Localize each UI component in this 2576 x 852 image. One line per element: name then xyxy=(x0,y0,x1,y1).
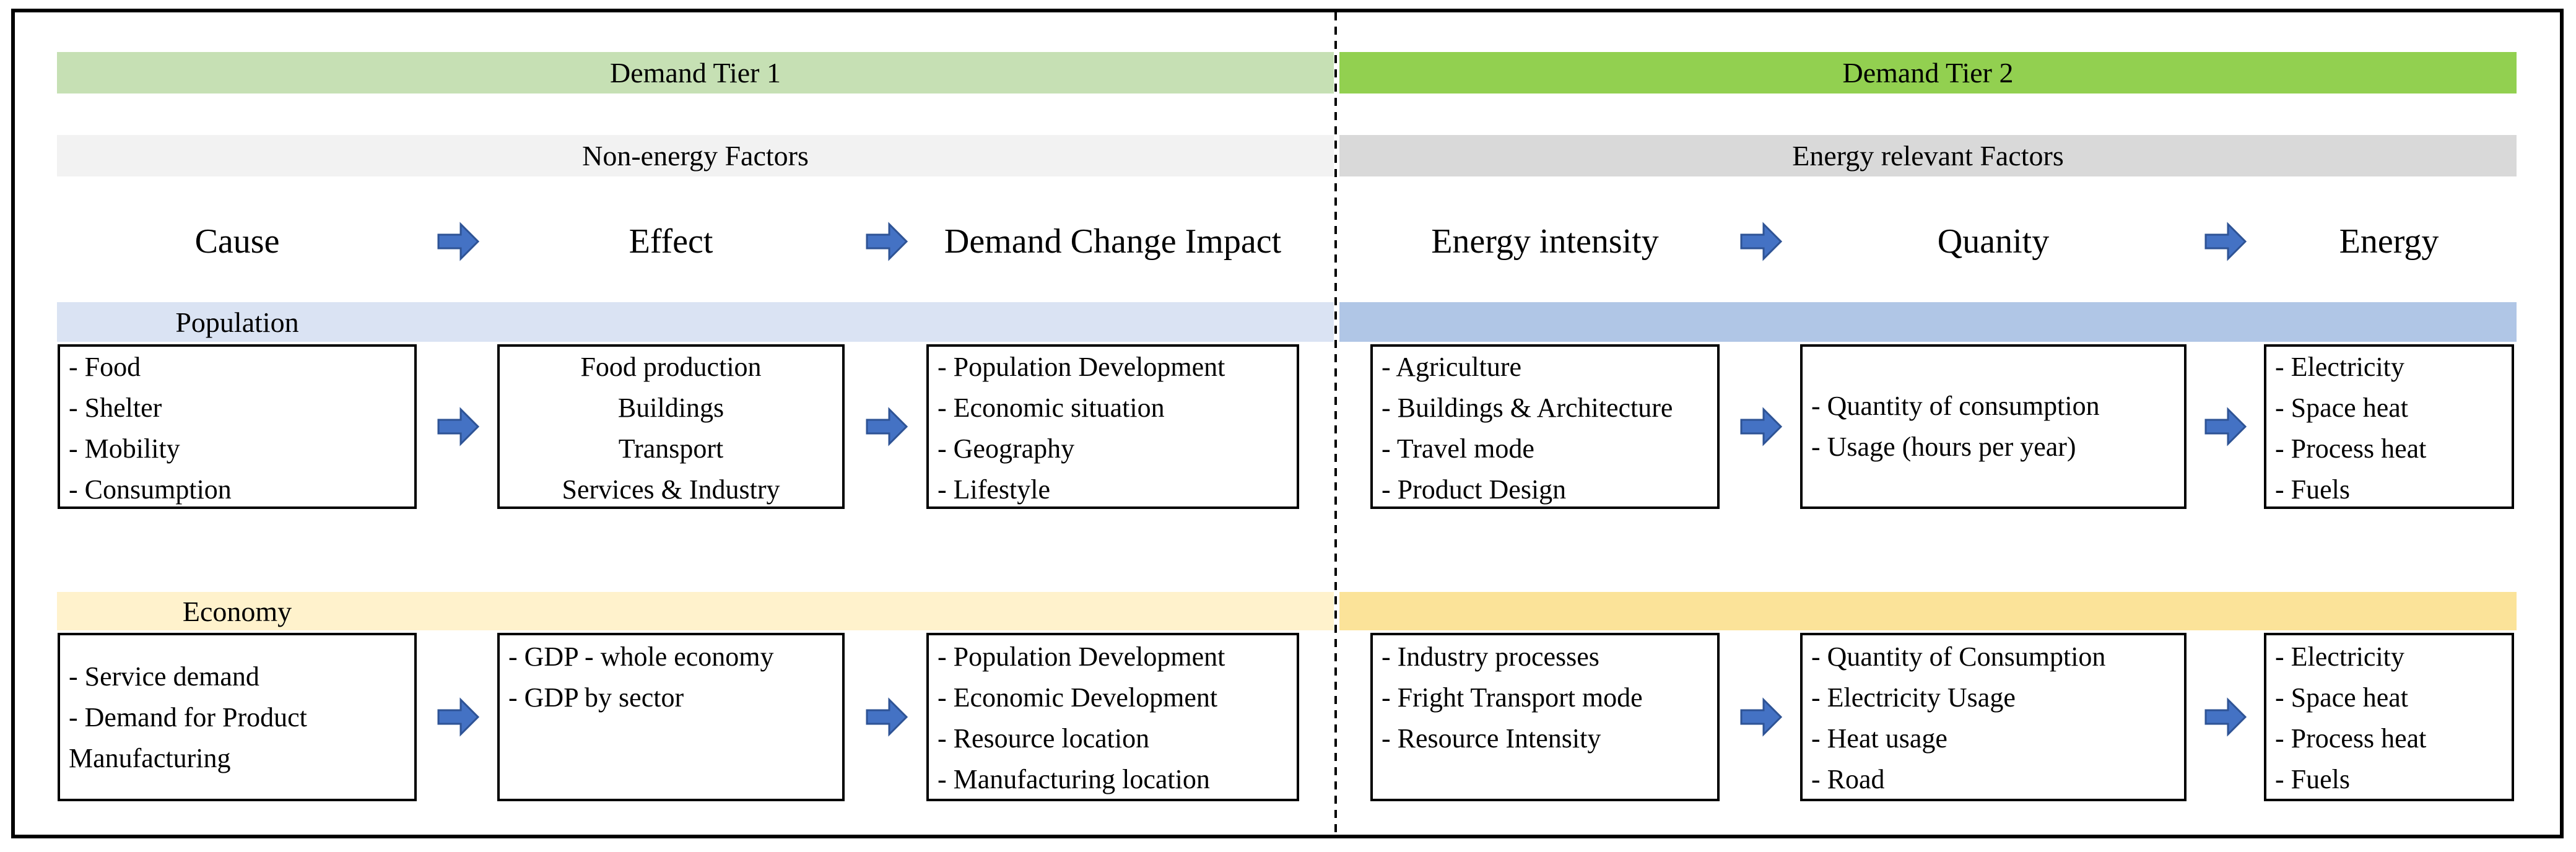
box-line: - Process heat xyxy=(2275,723,2427,754)
box-line: - Electricity xyxy=(2275,641,2404,672)
figure-border xyxy=(11,9,2564,838)
box-line: - Resource Intensity xyxy=(1382,723,1601,754)
box-line: - Road xyxy=(1811,764,1885,794)
box-line: Transport xyxy=(618,433,724,464)
population-band-right xyxy=(1339,302,2517,342)
economy-row-label: Economy xyxy=(182,595,292,627)
arrow-right-icon xyxy=(1740,222,1783,261)
tier-divider-dashed-line xyxy=(1334,12,1337,836)
arrow-right-icon xyxy=(866,697,908,737)
box-line: - Electricity Usage xyxy=(1811,682,2016,713)
demand-change-impact-box-economy: - Population Development - Economic Deve… xyxy=(926,633,1299,801)
non-energy-factors-label: Non-energy Factors xyxy=(582,140,809,172)
demand-tier-1-band: Demand Tier 1 xyxy=(57,52,1334,93)
population-row-label: Population xyxy=(175,306,299,338)
box-line: - GDP by sector xyxy=(508,682,684,713)
box-line: - Population Development xyxy=(938,352,1225,382)
box-line: - Fuels xyxy=(2275,474,2350,505)
effect-box-population: Food production Buildings Transport Serv… xyxy=(497,344,845,509)
economy-band-left xyxy=(57,592,1334,630)
demand-tier-1-label: Demand Tier 1 xyxy=(610,57,781,89)
box-line: - Usage (hours per year) xyxy=(1811,432,2076,462)
box-line: - Fuels xyxy=(2275,764,2350,794)
arrow-right-icon xyxy=(437,407,480,446)
box-line: - Manufacturing location xyxy=(938,764,1210,794)
arrow-right-icon xyxy=(437,697,480,737)
box-line: - Buildings & Architecture xyxy=(1382,393,1673,423)
box-line: - Demand for Product xyxy=(69,702,307,732)
box-line: - Fright Transport mode xyxy=(1382,682,1643,713)
arrow-right-icon xyxy=(866,222,908,261)
column-header-quanity: Quanity xyxy=(1937,222,2050,261)
column-header-energy: Energy xyxy=(2339,222,2439,261)
arrow-right-icon xyxy=(1740,697,1783,737)
arrow-right-icon xyxy=(2204,697,2247,737)
arrow-right-icon xyxy=(1740,407,1783,446)
cause-box-population: - Food - Shelter - Mobility - Consumptio… xyxy=(58,344,417,509)
non-energy-factors-band: Non-energy Factors xyxy=(57,135,1334,176)
box-line: - GDP - whole economy xyxy=(508,641,774,672)
effect-box-economy: - GDP - whole economy - GDP by sector xyxy=(497,633,845,801)
economy-band-right xyxy=(1339,592,2517,630)
population-band-left xyxy=(57,302,1334,342)
box-line: - Process heat xyxy=(2275,433,2427,464)
box-line: - Heat usage xyxy=(1811,723,1947,754)
energy-box-economy: - Electricity - Space heat - Process hea… xyxy=(2264,633,2514,801)
box-line: Food production xyxy=(580,352,762,382)
box-line: Services & Industry xyxy=(562,474,780,505)
demand-tier-2-band: Demand Tier 2 xyxy=(1339,52,2517,93)
arrow-right-icon xyxy=(866,407,908,446)
box-line: - Economic Development xyxy=(938,682,1218,713)
quanity-box-economy: - Quantity of Consumption - Electricity … xyxy=(1800,633,2187,801)
box-line: - Service demand xyxy=(69,661,259,692)
box-line: - Resource location xyxy=(938,723,1150,754)
demand-change-impact-box-population: - Population Development - Economic situ… xyxy=(926,344,1299,509)
energy-relevant-factors-band: Energy relevant Factors xyxy=(1339,135,2517,176)
box-line: - Lifestyle xyxy=(938,474,1051,505)
box-line: - Travel mode xyxy=(1382,433,1534,464)
column-header-energy-intensity: Energy intensity xyxy=(1431,222,1659,261)
column-header-demand-change-impact: Demand Change Impact xyxy=(944,222,1282,261)
box-line: - Geography xyxy=(938,433,1075,464)
box-line: - Food xyxy=(69,352,141,382)
box-line: - Economic situation xyxy=(938,393,1165,423)
cause-box-economy: - Service demand - Demand for Product Ma… xyxy=(58,633,417,801)
box-line: - Consumption xyxy=(69,474,232,505)
box-line: Buildings xyxy=(617,393,724,423)
box-line: - Quantity of consumption xyxy=(1811,391,2100,421)
column-header-effect: Effect xyxy=(629,222,713,261)
box-line: - Space heat xyxy=(2275,393,2408,423)
arrow-right-icon xyxy=(2204,222,2247,261)
box-line: - Electricity xyxy=(2275,352,2404,382)
demand-tier-2-label: Demand Tier 2 xyxy=(1842,57,2014,89)
box-line: - Population Development xyxy=(938,641,1225,672)
box-line: - Mobility xyxy=(69,433,180,464)
box-line: Manufacturing xyxy=(69,743,231,773)
box-line: - Industry processes xyxy=(1382,641,1599,672)
energy-relevant-factors-label: Energy relevant Factors xyxy=(1792,140,2064,172)
box-line: - Product Design xyxy=(1382,474,1567,505)
energy-box-population: - Electricity - Space heat - Process hea… xyxy=(2264,344,2514,509)
energy-intensity-box-population: - Agriculture - Buildings & Architecture… xyxy=(1370,344,1720,509)
box-line: - Space heat xyxy=(2275,682,2408,713)
column-header-cause: Cause xyxy=(194,222,280,261)
arrow-right-icon xyxy=(437,222,480,261)
box-line: - Shelter xyxy=(69,393,162,423)
quanity-box-population: - Quantity of consumption - Usage (hours… xyxy=(1800,344,2187,509)
arrow-right-icon xyxy=(2204,407,2247,446)
energy-intensity-box-economy: - Industry processes - Fright Transport … xyxy=(1370,633,1720,801)
box-line: - Quantity of Consumption xyxy=(1811,641,2106,672)
box-line: - Agriculture xyxy=(1382,352,1522,382)
